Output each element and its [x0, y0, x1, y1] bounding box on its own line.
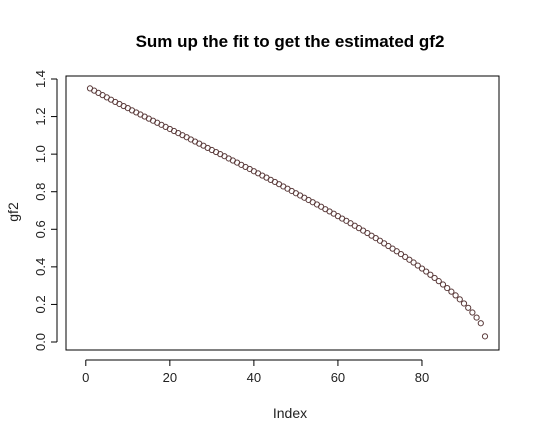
data-point	[406, 256, 413, 263]
data-point	[456, 296, 463, 303]
y-axis-label: gf2	[5, 202, 21, 222]
data-point	[402, 253, 409, 261]
data-point	[397, 250, 405, 258]
y-tick-label: 0.2	[33, 295, 48, 313]
data-point	[460, 300, 468, 307]
data-point	[477, 320, 484, 327]
data-point	[431, 274, 438, 282]
data-point	[481, 333, 489, 340]
y-tick-label: 0.8	[33, 183, 48, 201]
data-point	[427, 271, 434, 278]
y-tick-label: 1.0	[33, 145, 48, 163]
x-axis-label: Index	[273, 405, 307, 421]
data-point	[448, 288, 455, 295]
y-axis: 0.0 0.2 0.4 0.6 0.8 1.0 1.2 1.4	[33, 70, 58, 351]
data-point	[423, 268, 430, 275]
data-point	[473, 314, 480, 321]
y-tick-label: 1.2	[33, 108, 48, 126]
x-axis: 0 20 40 60 80	[82, 359, 429, 385]
data-point	[469, 309, 476, 316]
y-tick-label: 0.0	[33, 333, 48, 351]
data-point	[418, 265, 426, 272]
data-point	[435, 278, 442, 285]
x-tick-label: 80	[415, 370, 429, 385]
data-point	[452, 292, 459, 299]
x-tick-label: 20	[163, 370, 177, 385]
data-points	[86, 85, 489, 340]
x-tick-label: 40	[247, 370, 261, 385]
y-tick-label: 0.4	[33, 258, 48, 276]
x-tick-label: 0	[82, 370, 89, 385]
y-tick-label: 1.4	[33, 70, 48, 88]
x-tick-label: 60	[331, 370, 345, 385]
data-point	[444, 284, 451, 292]
data-point	[410, 259, 417, 266]
data-point	[414, 262, 421, 269]
data-point	[439, 281, 447, 288]
chart-title: Sum up the fit to get the estimated gf2	[136, 32, 445, 51]
y-tick-label: 0.6	[33, 220, 48, 238]
plot-frame	[65, 75, 500, 351]
data-point	[465, 304, 472, 311]
data-point	[393, 248, 400, 255]
